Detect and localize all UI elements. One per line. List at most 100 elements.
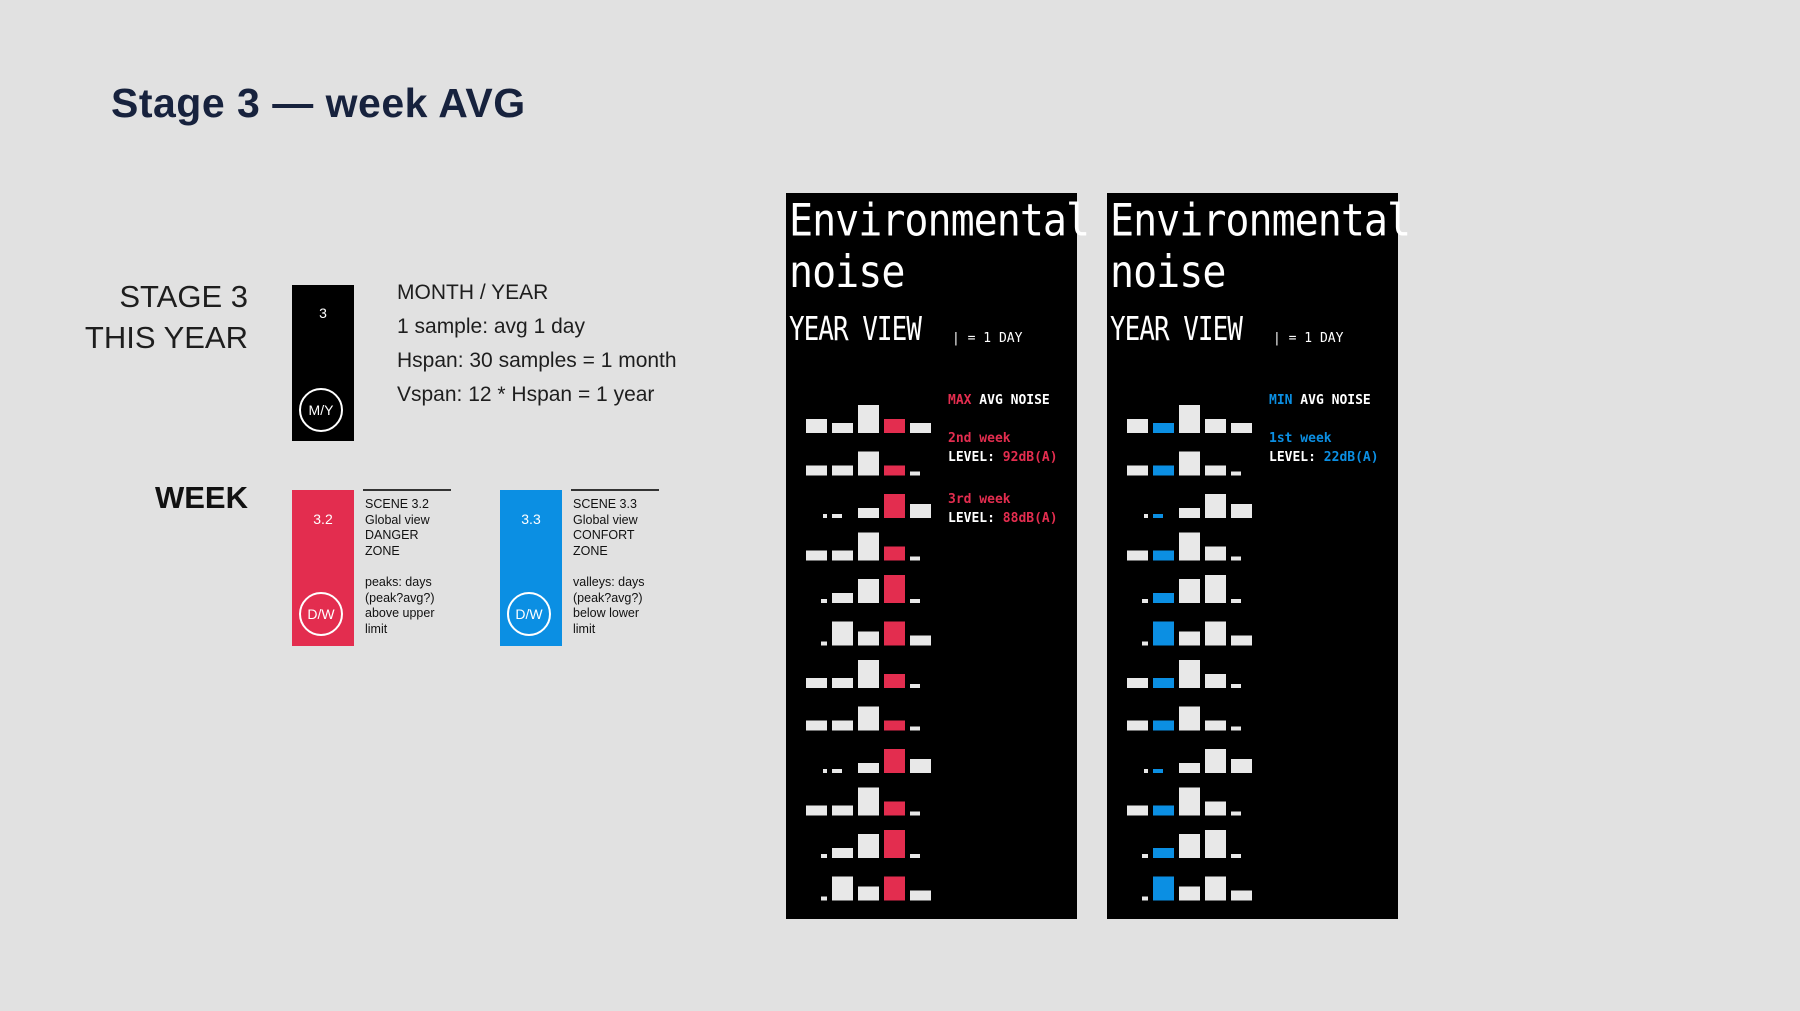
day-bar [858, 787, 879, 816]
scene-3-2-card: 3.2 D/W [292, 490, 354, 646]
day-bar [806, 419, 827, 433]
highlight-bar [1153, 769, 1163, 773]
day-bar [1231, 471, 1241, 476]
day-bar [1179, 532, 1200, 561]
day-bar [1231, 811, 1241, 816]
scene-line: SCENE 3.3 [573, 497, 637, 511]
scene-line: ZONE [365, 543, 400, 558]
panel-annotation: MAX AVG NOISE 2nd week LEVEL: 92dB(A) 3r… [948, 391, 1058, 528]
day-bar [1205, 749, 1226, 773]
scene-card-badge: D/W [507, 592, 551, 636]
day-bar [1127, 805, 1148, 816]
highlight-bar [884, 494, 905, 518]
highlight-bar [884, 830, 905, 858]
scene-line: Global view [365, 512, 430, 527]
scene-note: (peak?avg?) [573, 590, 643, 605]
day-bar [1179, 886, 1200, 901]
day-bar [1144, 769, 1148, 773]
annotation-week: 1st week [1269, 431, 1332, 446]
day-bar [1205, 419, 1226, 433]
day-bar [1231, 504, 1252, 518]
day-bar [1231, 854, 1241, 858]
day-bar [910, 556, 920, 561]
day-bar [1231, 684, 1241, 688]
day-bar [806, 465, 827, 476]
scene-line: CONFORT [573, 528, 635, 542]
day-bar [832, 550, 853, 561]
day-bar [1127, 465, 1148, 476]
annotation-heading: AVG NOISE [1292, 393, 1371, 408]
day-bar [1179, 660, 1200, 688]
highlight-bar [1153, 876, 1174, 901]
day-bar [1142, 854, 1148, 858]
day-bar [858, 579, 879, 603]
day-bar [821, 854, 827, 858]
stage-info-line3: Vspan: 12 * Hspan = 1 year [397, 383, 655, 406]
day-bar [806, 678, 827, 688]
scene-note: limit [365, 621, 388, 636]
day-bar [1179, 834, 1200, 858]
stage-label: STAGE 3 THIS YEAR [85, 276, 248, 358]
day-bar [858, 451, 879, 476]
highlight-bar [1153, 550, 1174, 561]
day-bar [1142, 641, 1148, 646]
annotation-level-label: LEVEL: [948, 450, 1003, 465]
day-bar [910, 635, 931, 646]
highlight-bar [884, 720, 905, 731]
highlight-bar [1153, 593, 1174, 603]
day-bar [910, 726, 920, 731]
noise-panel-max: Environmental noise YEAR VIEW | = 1 DAY … [786, 193, 1090, 919]
day-bar [1142, 599, 1148, 603]
annotation-level-value: 22dB(A) [1323, 450, 1379, 465]
highlight-bar [1153, 848, 1174, 858]
scene-note: (peak?avg?) [365, 590, 435, 605]
day-bar [821, 641, 827, 646]
highlight-bar [1153, 805, 1174, 816]
day-bar [1205, 465, 1226, 476]
panel-title-line2: noise [1110, 246, 1226, 299]
divider [571, 489, 659, 491]
panel-title-line1: Environmental [789, 195, 1090, 247]
highlight-bar [1153, 465, 1174, 476]
stage-info-heading: MONTH / YEAR [397, 281, 549, 304]
day-bar [1231, 890, 1252, 901]
day-bar [1205, 575, 1226, 603]
highlight-bar [1153, 423, 1174, 433]
page-title: Stage 3 — week AVG [111, 80, 526, 126]
day-bar [832, 805, 853, 816]
day-bar [1179, 787, 1200, 816]
highlight-bar [1153, 678, 1174, 688]
stage-label-line1: STAGE 3 [119, 279, 248, 314]
annotation-level-label: LEVEL: [1269, 450, 1324, 465]
day-bar [1205, 494, 1226, 518]
annotation-accent: MIN [1269, 393, 1293, 408]
day-bar [858, 706, 879, 731]
annotation-level-label: LEVEL: [948, 511, 1003, 526]
day-bar [858, 508, 879, 518]
day-bar [910, 890, 931, 901]
day-bar [1231, 759, 1252, 773]
annotation-accent: MAX [948, 393, 972, 408]
highlight-bar [884, 876, 905, 901]
annotation-level-value: 92dB(A) [1002, 450, 1058, 465]
scene-line: Global view [573, 512, 638, 527]
panel-title: Environmental noise [789, 195, 1090, 298]
week-label: WEEK [155, 480, 248, 515]
highlight-bar [884, 465, 905, 476]
annotation-week: 3rd week [948, 492, 1011, 507]
stage-info-line2: Hspan: 30 samples = 1 month [397, 349, 677, 372]
day-bar [832, 423, 853, 433]
day-bar [1205, 621, 1226, 646]
day-bar [832, 769, 842, 773]
day-bar [1179, 508, 1200, 518]
scene-note: below lower [573, 606, 640, 620]
day-bar [858, 532, 879, 561]
day-bar [832, 678, 853, 688]
panel-view-label: YEAR VIEW [1110, 311, 1243, 349]
day-bar [1127, 419, 1148, 433]
divider [363, 489, 451, 491]
panel-view-label: YEAR VIEW [789, 311, 922, 349]
day-bar [832, 876, 853, 901]
scene-3-3-description: SCENE 3.3 Global view CONFORT ZONE valle… [571, 489, 659, 637]
day-bar [1231, 635, 1252, 646]
